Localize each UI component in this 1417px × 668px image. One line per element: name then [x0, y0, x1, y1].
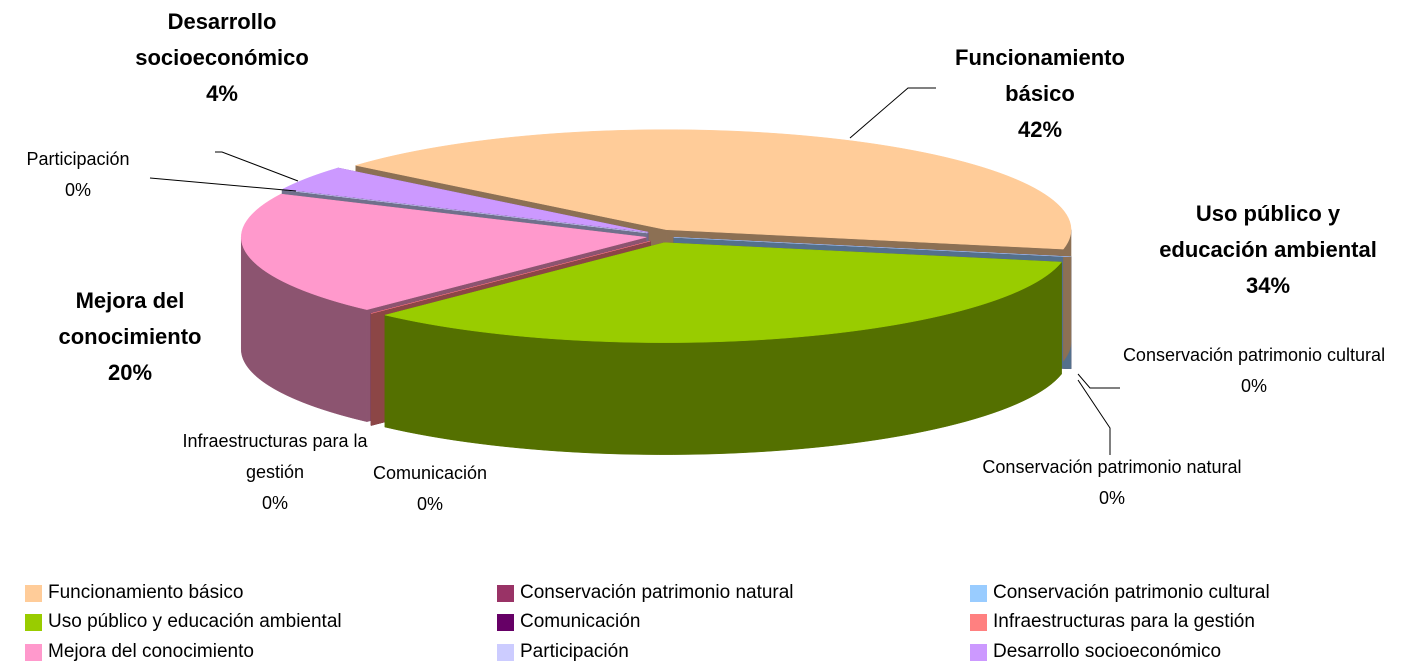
leader-lines	[149, 87, 1120, 455]
legend-swatch	[970, 584, 987, 602]
legend-swatch	[970, 613, 987, 631]
legend-swatch	[497, 613, 514, 631]
legend-swatch	[25, 643, 42, 661]
legend-swatch	[25, 584, 42, 602]
legend-swatch	[497, 643, 514, 661]
data-label-name: Desarrollo socioeconómico	[135, 9, 309, 70]
data-label: Mejora del conocimiento 20%	[33, 283, 228, 391]
data-label-value: 0%	[1098, 488, 1125, 508]
leader-line	[1077, 379, 1111, 455]
data-label-value: 0%	[261, 493, 288, 513]
legend-item: Mejora del conocimiento	[25, 641, 254, 663]
leader-line	[1077, 373, 1120, 389]
data-label: Infraestructuras para la gestión 0%	[160, 426, 390, 519]
data-label-name: Infraestructuras para la gestión	[182, 431, 368, 482]
slice	[282, 167, 649, 233]
legend-item: Conservación patrimonio cultural	[970, 582, 1270, 604]
legend-label: Mejora del conocimiento	[48, 641, 254, 662]
data-label: Conservación patrimonio cultural 0%	[1104, 340, 1404, 402]
legend-swatch	[497, 584, 514, 602]
data-label: Funcionamiento básico 42%	[933, 40, 1148, 148]
legend-item: Infraestructuras para la gestión	[970, 611, 1255, 633]
legend-label: Comunicación	[520, 611, 641, 632]
legend-swatch	[970, 643, 987, 661]
data-label-value: 20%	[107, 360, 153, 385]
data-label-name: Participación	[26, 149, 130, 169]
legend-label: Funcionamiento básico	[48, 582, 244, 603]
data-label-value: 0%	[64, 180, 91, 200]
legend-label: Participación	[520, 641, 629, 662]
data-label: Participación 0%	[3, 144, 153, 206]
legend-item: Funcionamiento básico	[25, 582, 243, 604]
data-label-value: 0%	[416, 494, 443, 514]
data-label-value: 4%	[206, 81, 238, 106]
legend-item: Desarrollo socioeconómico	[970, 641, 1221, 663]
slice	[355, 129, 1072, 250]
data-label-name: Funcionamiento básico	[955, 45, 1125, 106]
legend-label: Conservación patrimonio cultural	[993, 582, 1270, 603]
slice	[240, 193, 647, 310]
legend-label: Uso público y educación ambiental	[48, 611, 342, 632]
slice	[384, 242, 1063, 343]
legend-label: Conservación patrimonio natural	[520, 582, 794, 603]
legend-item: Conservación patrimonio natural	[497, 582, 794, 604]
data-label-value: 42%	[1017, 117, 1063, 142]
data-label-name: Comunicación	[372, 463, 488, 483]
slice-side	[1063, 229, 1072, 362]
data-label-name: Conservación patrimonio natural	[982, 457, 1242, 477]
data-label: Uso público y educación ambiental 34%	[1146, 196, 1391, 304]
data-label-name: Mejora del conocimiento	[58, 288, 202, 349]
data-label-name: Conservación patrimonio cultural	[1122, 345, 1386, 365]
data-label: Comunicación 0%	[350, 458, 510, 520]
leader-line	[149, 177, 297, 192]
data-label-value: 34%	[1245, 273, 1291, 298]
legend-swatch	[25, 613, 42, 631]
leader-line	[849, 87, 936, 139]
legend-label: Desarrollo socioeconómico	[993, 641, 1222, 662]
legend-label: Infraestructuras para la gestión	[993, 611, 1255, 632]
data-label-value: 0%	[1240, 376, 1267, 396]
legend-item: Participación	[497, 641, 629, 663]
legend-item: Comunicación	[497, 611, 640, 633]
leader-line	[215, 151, 299, 182]
legend-item: Uso público y educación ambiental	[25, 611, 342, 633]
data-label-name: Uso público y educación ambiental	[1159, 201, 1377, 262]
data-label: Conservación patrimonio natural 0%	[962, 452, 1262, 514]
data-label: Desarrollo socioeconómico 4%	[120, 4, 325, 112]
slice	[673, 237, 1072, 258]
